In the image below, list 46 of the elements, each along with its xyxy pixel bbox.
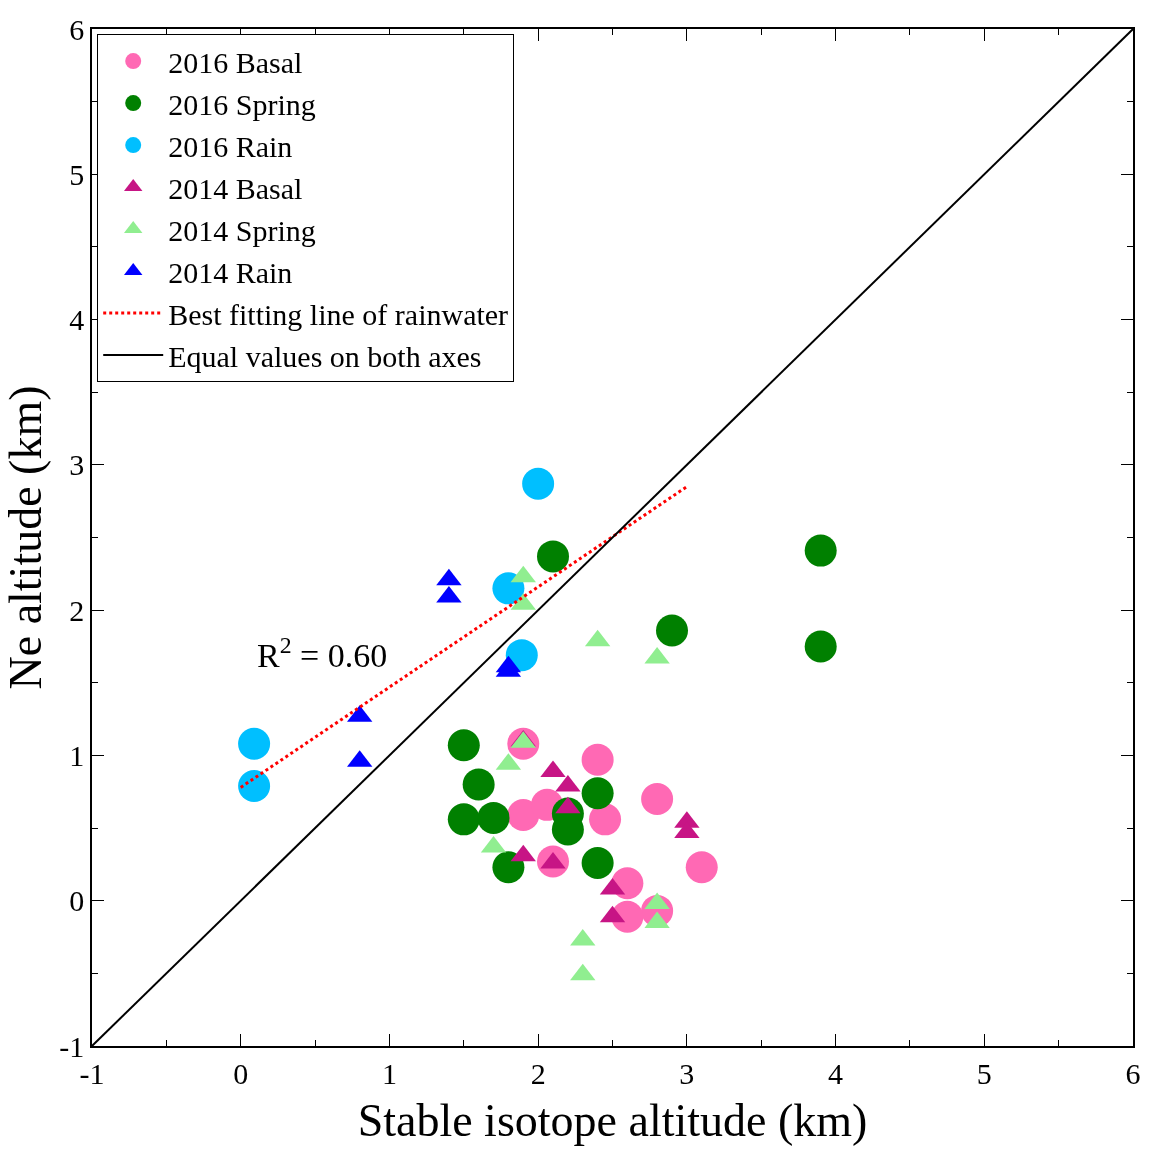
y-tick-label: 3 <box>69 448 85 482</box>
y-tick-label: -1 <box>59 1029 85 1063</box>
y-tick-label: 5 <box>69 157 85 191</box>
x-tick-label: 6 <box>1125 1056 1141 1090</box>
point <box>477 801 510 834</box>
legend-label: 2016 Rain <box>168 129 293 163</box>
point <box>537 540 570 573</box>
legend-label: Equal values on both axes <box>168 339 482 373</box>
y-tick-label: 2 <box>69 593 85 627</box>
y-tick-label: 4 <box>69 303 85 337</box>
point <box>581 777 614 810</box>
y-tick-label: 6 <box>69 12 85 46</box>
x-tick-label: 2 <box>530 1056 546 1090</box>
point <box>522 467 555 500</box>
x-tick-label: 4 <box>828 1056 844 1090</box>
legend-label: 2016 Spring <box>168 87 316 121</box>
y-tick-label: 0 <box>69 884 85 918</box>
point <box>462 768 495 801</box>
point <box>581 846 614 879</box>
y-tick-label: 1 <box>69 738 85 772</box>
x-tick-label: 5 <box>976 1056 992 1090</box>
point <box>447 729 480 762</box>
point <box>685 851 718 884</box>
x-tick-label: 3 <box>679 1056 695 1090</box>
point <box>804 534 837 567</box>
point <box>447 803 480 836</box>
legend-label: 2014 Spring <box>168 213 316 247</box>
y-axis-title: Ne altitude (km) <box>0 385 51 690</box>
legend-label: 2016 Basal <box>168 45 303 79</box>
point <box>238 727 271 760</box>
point <box>505 639 538 672</box>
point <box>492 572 525 605</box>
point <box>589 803 622 836</box>
legend-label: 2014 Basal <box>168 171 303 205</box>
point <box>641 783 674 815</box>
point <box>656 614 688 647</box>
legend-label: 2014 Rain <box>168 255 293 289</box>
annotation: R$^{2}$ = 0.60 <box>257 632 388 675</box>
x-axis-title: Stable isotope altitude (km) <box>357 1094 868 1146</box>
x-tick-label: 0 <box>233 1056 249 1090</box>
point <box>581 743 614 776</box>
legend-label: Best fitting line of rainwater <box>168 297 509 331</box>
point <box>804 630 837 663</box>
point <box>238 769 271 802</box>
point <box>492 851 525 884</box>
x-tick-label: 1 <box>381 1056 397 1090</box>
